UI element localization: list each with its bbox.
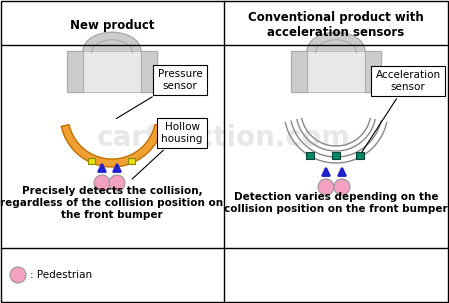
- Polygon shape: [83, 51, 141, 92]
- Polygon shape: [291, 51, 307, 92]
- Text: Precisely detects the collision,
regardless of the collision position on
the fro: Precisely detects the collision, regardl…: [0, 186, 224, 220]
- Polygon shape: [83, 32, 141, 51]
- Text: Detection varies depending on the
collision position on the front bumper: Detection varies depending on the collis…: [224, 192, 448, 214]
- Circle shape: [318, 179, 334, 195]
- Polygon shape: [61, 125, 163, 167]
- Polygon shape: [141, 51, 157, 92]
- Circle shape: [94, 175, 110, 191]
- Bar: [332, 152, 340, 159]
- Text: Pressure
sensor: Pressure sensor: [116, 69, 202, 118]
- Polygon shape: [307, 51, 365, 92]
- Bar: [88, 158, 95, 164]
- Text: Conventional product with
acceleration sensors: Conventional product with acceleration s…: [248, 11, 424, 39]
- Text: Hollow
housing: Hollow housing: [132, 122, 202, 179]
- Text: Acceleration
sensor: Acceleration sensor: [361, 70, 440, 153]
- Polygon shape: [307, 32, 365, 51]
- Polygon shape: [67, 51, 83, 92]
- Circle shape: [334, 179, 350, 195]
- Bar: [306, 152, 314, 159]
- Bar: [128, 158, 135, 164]
- Text: : Pedestrian: : Pedestrian: [30, 270, 92, 280]
- Polygon shape: [365, 51, 381, 92]
- Text: New product: New product: [70, 18, 154, 32]
- Circle shape: [10, 267, 26, 283]
- Bar: [356, 152, 364, 159]
- Circle shape: [109, 175, 125, 191]
- Text: carfunction.com: carfunction.com: [97, 124, 351, 152]
